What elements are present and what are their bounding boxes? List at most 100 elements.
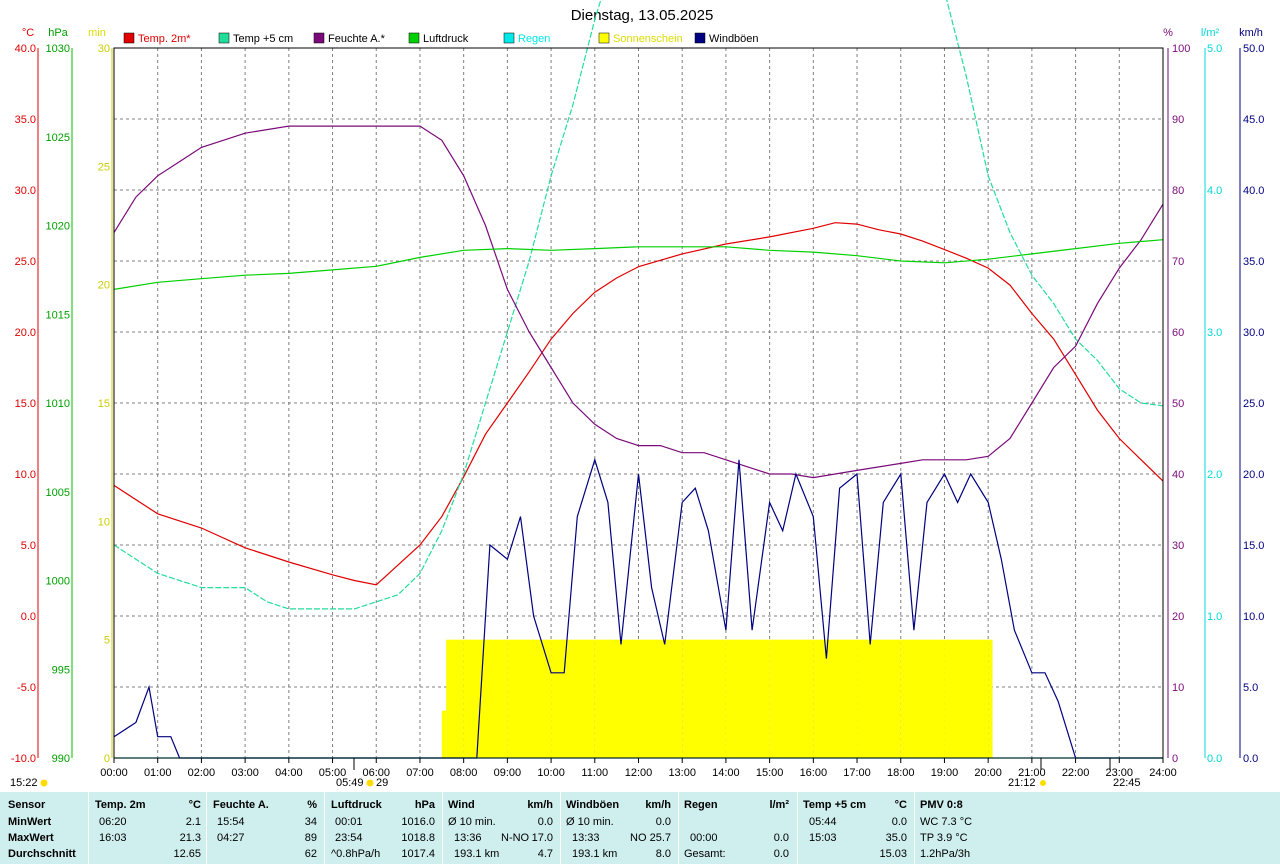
tick-label-rain: 0.0 (1207, 753, 1222, 765)
chart-legend: Temp. 2m* Temp +5 cm Feuchte A.* Luftdruck R… (123, 32, 759, 45)
tick-label-min: 25 (98, 161, 110, 173)
legend-label: Windböen (709, 33, 759, 45)
sunshine-bar (638, 639, 683, 758)
footer-temp5cm-min-value: 0.0 (891, 816, 907, 828)
footer-regen-max-time: 00:00 (690, 832, 718, 844)
x-tick-label: 09:00 (494, 767, 522, 779)
tick-label-wind: 45.0 (1243, 114, 1264, 126)
footer-feuchte-header: Feuchte A. (213, 799, 269, 811)
tick-label-rain: 5.0 (1207, 43, 1222, 55)
weather-chart: Dienstag, 13.05.2025 °C hPa min % l/m² k… (10, 0, 1265, 789)
legend-label: Sonnenschein (613, 33, 683, 45)
legend-swatch (598, 32, 610, 44)
x-tick-label: 16:00 (800, 767, 828, 779)
x-tick-label: 10:00 (537, 767, 565, 779)
sunshine-bar (725, 639, 770, 758)
legend-label: Temp. 2m* (138, 33, 191, 45)
tick-label-percent: 40 (1172, 469, 1184, 481)
footer-sensor-column: Sensor MinWert MaxWert Durchschnitt (8, 792, 88, 864)
tick-label-temp: 15.0 (15, 398, 36, 410)
footer-feuchte-column: Feuchte A. % 15:54 34 04:27 89 62 (213, 792, 317, 864)
sunshine-bar (446, 639, 464, 758)
axis-unit-rain: l/m² (1201, 27, 1220, 39)
legend-label: Luftdruck (423, 33, 469, 45)
x-tick-label: 01:00 (144, 767, 172, 779)
tick-label-hpa: 1000 (46, 576, 70, 588)
footer-temp5cm-unit: °C (894, 799, 907, 811)
tick-label-min: 10 (98, 516, 110, 528)
footer-regen-unit: l/m² (769, 799, 789, 811)
tick-label-hpa: 1005 (46, 487, 70, 499)
footer-temp2m-max-value: 21.3 (179, 832, 201, 844)
footer-feuchte-min-time: 15:54 (217, 816, 245, 828)
tick-label-percent: 30 (1172, 540, 1184, 552)
x-tick-label: 14:00 (712, 767, 740, 779)
tick-label-wind: 35.0 (1243, 256, 1264, 268)
footer-wind-column: Wind km/h Ø 10 min. 0.0 13:36 N-NO 17.0 … (448, 792, 553, 864)
footer-feuchte-max-time: 04:27 (217, 832, 245, 844)
footer-windboeen-avg-value: 0.0 (655, 816, 671, 828)
footer-luftdruck-max-value: 1018.8 (401, 832, 435, 844)
tick-label-percent: 90 (1172, 114, 1184, 126)
tick-label-hpa: 990 (52, 753, 70, 765)
footer-temp5cm-header: Temp +5 cm (803, 799, 867, 811)
tick-label-temp: -10.0 (11, 753, 36, 765)
series-line-1 (113, 0, 1164, 610)
x-tick-label: 05:00 (319, 767, 347, 779)
tick-label-rain: 2.0 (1207, 469, 1222, 481)
footer-temp2m-avg-value: 12.65 (173, 848, 201, 860)
footer-windboeen-max-value: 25.7 (649, 832, 671, 844)
tick-label-hpa: 995 (52, 664, 70, 676)
footer-max-label: MaxWert (8, 832, 54, 844)
tick-label-wind: 25.0 (1243, 398, 1264, 410)
moonset-label: 22:45 (1113, 777, 1141, 789)
tick-label-min: 5 (104, 635, 110, 647)
footer-pmv-header: PMV 0:8 (920, 799, 963, 811)
footer-temp5cm-column: Temp +5 cm °C 05:44 0.0 15:03 35.0 15.03 (803, 792, 907, 864)
footer-temp2m-unit: °C (188, 799, 201, 811)
footer-feuchte-min-value: 34 (304, 816, 317, 828)
tick-label-min: 0 (104, 753, 110, 765)
sunshine-bar (988, 639, 993, 758)
sunshine-bars (441, 639, 993, 758)
footer-temp5cm-max-time: 15:03 (809, 832, 837, 844)
tick-label-min: 15 (98, 398, 110, 410)
footer-wind-max-time: 13:36 (454, 832, 482, 844)
footer-wind-avg-label: Ø 10 min. (448, 816, 496, 828)
footer-regen-header: Regen (684, 799, 718, 811)
footer-luftdruck-unit: hPa (414, 799, 435, 811)
footer-luftdruck-trend: ^0.8hPa/h (331, 848, 381, 860)
sunrise-label: 05:49 (336, 777, 364, 789)
axis-unit-hpa: hPa (48, 27, 68, 39)
footer-feuchte-max-value: 89 (304, 832, 317, 844)
sunshine-bar (769, 639, 814, 758)
footer-luftdruck-column: Luftdruck hPa 00:01 1016.0 23:54 1018.8 … (331, 792, 435, 864)
footer-temp5cm-max-value: 35.0 (885, 832, 907, 844)
x-tick-label: 03:00 (231, 767, 259, 779)
footer-wind-distance: 193.1 km (454, 848, 500, 860)
x-tick-label: 22:00 (1062, 767, 1090, 779)
tick-label-rain: 3.0 (1207, 327, 1222, 339)
legend-label: Regen (518, 33, 550, 45)
x-tick-label: 20:00 (974, 767, 1002, 779)
footer-windboeen-daily-avg: 8.0 (655, 848, 671, 860)
tick-label-min: 30 (98, 43, 110, 55)
footer-pmv-dewpoint: TP 3.9 °C (920, 832, 968, 844)
tick-label-percent: 80 (1172, 185, 1184, 197)
footer-wind-avg-value: 0.0 (537, 816, 553, 828)
tick-label-wind: 0.0 (1243, 753, 1258, 765)
tick-label-wind: 30.0 (1243, 327, 1264, 339)
tick-label-temp: 40.0 (15, 43, 36, 55)
sun-markers: 05:49 29 21:12 22:45 15:22 (10, 758, 1141, 789)
tick-label-percent: 60 (1172, 327, 1184, 339)
axis-unit-temp: °C (22, 27, 34, 39)
series-line-2 (113, 125, 1164, 479)
tick-label-percent: 20 (1172, 611, 1184, 623)
sunshine-bar (900, 639, 945, 758)
footer-regen-column: Regen l/m² 00:00 0.0 Gesamt: 0.0 (684, 792, 789, 864)
tick-label-rain: 1.0 (1207, 611, 1222, 623)
footer-luftdruck-max-time: 23:54 (335, 832, 363, 844)
x-tick-label: 17:00 (843, 767, 871, 779)
footer-temp5cm-avg-value: 15.03 (879, 848, 907, 860)
footer-temp2m-min-value: 2.1 (185, 816, 201, 828)
